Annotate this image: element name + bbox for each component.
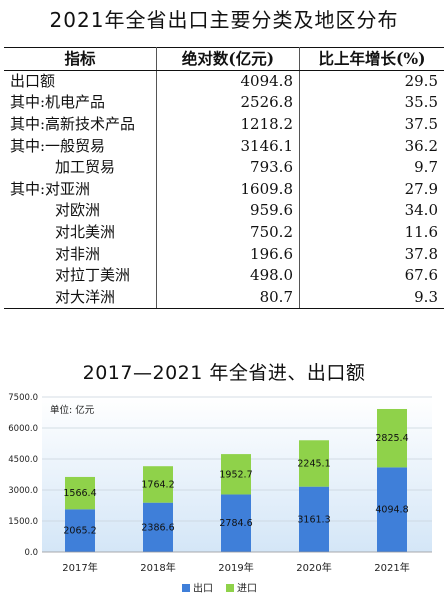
row-indicator: 其中:一般贸易 xyxy=(10,136,106,155)
bar-export xyxy=(299,486,329,552)
row-indicator: 其中:对亚洲 xyxy=(10,179,91,198)
row-absolute-value: 959.6 xyxy=(156,200,300,222)
table-row: 对非洲 196.6 37.8 xyxy=(4,243,444,265)
row-growth-rate: 29.5 xyxy=(404,71,438,90)
row-indicator: 加工贸易 xyxy=(10,158,116,177)
row-indicator: 对拉丁美洲 xyxy=(10,266,131,285)
row-absolute-value: 1218.2 xyxy=(156,113,300,136)
bar-import xyxy=(221,454,251,495)
table-title: 2021年全省出口主要分类及地区分布 xyxy=(49,8,399,32)
row-indicator: 其中:高新技术产品 xyxy=(10,115,136,134)
row-growth-rate: 34.0 xyxy=(404,201,438,220)
data-label: 2245.1 xyxy=(297,458,330,469)
row-growth-rate: 11.6 xyxy=(404,223,438,242)
row-indicator: 对欧洲 xyxy=(10,201,101,220)
bar-export xyxy=(221,494,251,552)
row-growth-rate: 35.5 xyxy=(404,93,438,112)
x-tick-label: 2021年 xyxy=(374,561,409,574)
row-indicator: 对大洋洲 xyxy=(4,286,157,310)
chart-title: 2017—2021 年全省进、出口额 xyxy=(82,362,366,384)
bar-export xyxy=(377,467,407,552)
unit-label: 单位: 亿元 xyxy=(50,404,95,416)
data-label: 2784.6 xyxy=(219,518,252,529)
y-tick-label: 4500.0 xyxy=(8,455,38,465)
legend-label: 进口 xyxy=(237,583,257,595)
table-row: 其中:高新技术产品 1218.2 37.5 xyxy=(4,113,444,136)
data-label: 1952.7 xyxy=(219,469,252,480)
bar-import xyxy=(65,476,95,510)
row-growth-rate: 27.9 xyxy=(404,179,438,198)
bar-import xyxy=(299,440,329,487)
data-label: 1764.2 xyxy=(141,479,174,490)
data-label: 2825.4 xyxy=(375,433,408,444)
data-label: 2386.6 xyxy=(141,522,174,533)
bar-export xyxy=(143,502,173,552)
row-growth-rate: 9.3 xyxy=(299,286,444,310)
row-growth-rate: 36.2 xyxy=(404,136,438,155)
header-growth-rate: 比上年增长(%) xyxy=(299,47,444,71)
x-tick-label: 2017年 xyxy=(62,561,97,574)
row-growth-rate: 37.5 xyxy=(404,115,438,134)
row-absolute-value: 80.7 xyxy=(156,286,300,310)
table-row: 其中:对亚洲 1609.8 27.9 xyxy=(4,178,444,201)
table-row: 对欧洲 959.6 34.0 xyxy=(4,200,444,222)
row-indicator: 其中:机电产品 xyxy=(10,93,106,112)
y-tick-label: 6000.0 xyxy=(8,424,38,434)
y-tick-label: 1500.0 xyxy=(8,517,38,527)
table-row: 对拉丁美洲 498.0 67.6 xyxy=(4,264,444,287)
y-tick-label: 3000.0 xyxy=(8,486,38,496)
trade-bar-chart: 0.0 1500.0 3000.0 4500.0 6000.0 7500.0 单位: 亿元 2… xyxy=(8,393,432,595)
row-absolute-value: 196.6 xyxy=(156,243,300,265)
header-absolute-value: 绝对数(亿元) xyxy=(156,47,300,71)
data-label: 3161.3 xyxy=(297,514,330,525)
row-growth-rate: 37.8 xyxy=(404,244,438,263)
legend-swatch-export xyxy=(182,584,190,592)
row-indicator: 对北美洲 xyxy=(10,223,116,242)
x-tick-label: 2020年 xyxy=(296,561,331,574)
table-row: 对大洋洲 80.7 9.3 xyxy=(4,286,444,310)
table-row: 加工贸易 793.6 9.7 xyxy=(4,156,444,179)
legend-swatch-import xyxy=(226,584,234,592)
bar-import xyxy=(143,466,173,503)
bar-import xyxy=(377,408,407,468)
export-stats-table: 指标 绝对数(亿元) 比上年增长(%) 出口额 4094.8 29.5 其中:机电产品… xyxy=(4,47,444,310)
y-tick-label: 0.0 xyxy=(24,548,38,558)
row-indicator: 出口额 xyxy=(10,71,56,90)
table-header-row: 指标 绝对数(亿元) 比上年增长(%) xyxy=(4,47,444,71)
row-absolute-value: 498.0 xyxy=(156,264,300,287)
row-indicator: 对非洲 xyxy=(10,244,101,263)
legend-label: 出口 xyxy=(193,582,213,595)
table-row: 对北美洲 750.2 11.6 xyxy=(4,221,444,244)
row-absolute-value: 4094.8 xyxy=(156,70,300,93)
y-tick-label: 7500.0 xyxy=(8,393,38,403)
row-growth-rate: 67.6 xyxy=(404,266,438,285)
row-absolute-value: 793.6 xyxy=(156,156,300,179)
row-absolute-value: 3146.1 xyxy=(156,135,300,157)
table-row: 出口额 4094.8 29.5 xyxy=(4,70,444,93)
x-tick-label: 2019年 xyxy=(218,561,253,574)
data-label: 1566.4 xyxy=(63,488,96,499)
bar-export xyxy=(65,509,95,552)
row-absolute-value: 750.2 xyxy=(156,221,300,244)
data-label: 4094.8 xyxy=(375,505,408,516)
header-indicator: 指标 xyxy=(4,47,157,71)
table-row: 其中:机电产品 2526.8 35.5 xyxy=(4,92,444,114)
row-absolute-value: 2526.8 xyxy=(156,92,300,114)
table-row: 其中:一般贸易 3146.1 36.2 xyxy=(4,135,444,157)
x-tick-label: 2018年 xyxy=(140,561,175,574)
row-growth-rate: 9.7 xyxy=(414,158,438,177)
data-label: 2065.2 xyxy=(63,526,96,537)
row-absolute-value: 1609.8 xyxy=(156,178,300,201)
